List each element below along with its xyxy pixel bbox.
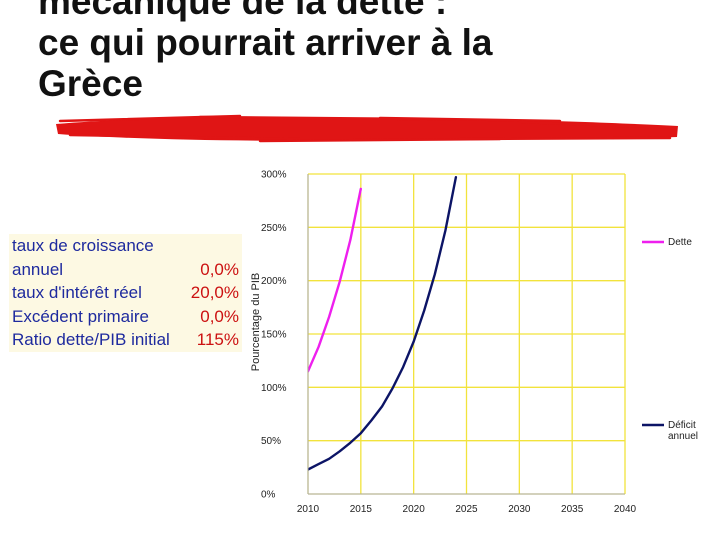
parameter-value: 20,0%	[190, 283, 239, 302]
parameter-label: Excédent primaire	[12, 307, 150, 326]
y-tick-label: 200%	[261, 276, 287, 287]
y-tick-label: 250%	[261, 223, 287, 234]
debt-chart: 0% 50% 100% 150% 200% 250% 300% 2010 2015 2020 202…	[250, 170, 698, 516]
parameters-table: taux de croissance annuel 0,0% taux d'in…	[9, 234, 242, 352]
chart-grid	[307, 173, 626, 495]
x-tick-label: 2030	[508, 504, 531, 515]
brush-streak	[378, 116, 562, 123]
parameter-value: 0,0%	[200, 260, 239, 279]
parameter-label: annuel	[12, 260, 64, 279]
brush-streak	[518, 120, 678, 130]
red-brush-stroke	[56, 114, 678, 143]
legend-label: Dette	[668, 237, 692, 248]
parameter-row: taux de croissance	[9, 234, 242, 258]
title-line-1: mécanique de la dette :	[38, 0, 448, 22]
y-tick-label: 50%	[261, 436, 281, 447]
y-tick-label: 150%	[261, 330, 287, 341]
parameter-row: Ratio dette/PIB initial 115%	[9, 328, 242, 352]
legend-label: Déficit annuel	[668, 420, 698, 442]
brush-streak	[68, 133, 302, 141]
parameter-label: taux d'intérêt réel	[12, 283, 142, 302]
series-line-dette	[308, 187, 363, 373]
parameter-value: 0,0%	[200, 307, 239, 326]
x-tick-label: 2025	[455, 504, 478, 515]
y-tick-label: 300%	[261, 170, 287, 181]
chart-legend: Dette Déficit annuel	[642, 237, 698, 442]
parameter-row: annuel 0,0%	[9, 258, 242, 282]
chart-lines	[308, 176, 458, 471]
y-axis-label: Pourcentage du PIB	[250, 273, 262, 371]
parameter-row: Excédent primaire 0,0%	[9, 305, 242, 329]
y-tick-label: 0%	[261, 490, 276, 501]
chart-axes: 0% 50% 100% 150% 200% 250% 300% 2010 2015 2020 202…	[250, 170, 637, 516]
x-tick-label: 2010	[297, 504, 320, 515]
brush-streak	[458, 136, 672, 141]
parameter-label: Ratio dette/PIB initial	[12, 330, 170, 349]
x-tick-label: 2035	[561, 504, 584, 515]
parameter-value: 115%	[196, 330, 239, 349]
x-tick-label: 2020	[403, 504, 426, 515]
x-tick-label: 2040	[614, 504, 637, 515]
x-tick-label: 2015	[350, 504, 373, 515]
parameter-row: taux d'intérêt réel 20,0%	[9, 281, 242, 305]
slide-title: mécanique de la dette : ce qui pourrait …	[38, 0, 492, 104]
title-line-2: ce qui pourrait arriver à la	[38, 22, 493, 63]
parameter-label: taux de croissance	[12, 236, 154, 255]
y-tick-label: 100%	[261, 383, 287, 394]
series-line-deficit	[308, 176, 458, 471]
title-line-3: Grèce	[38, 63, 143, 104]
